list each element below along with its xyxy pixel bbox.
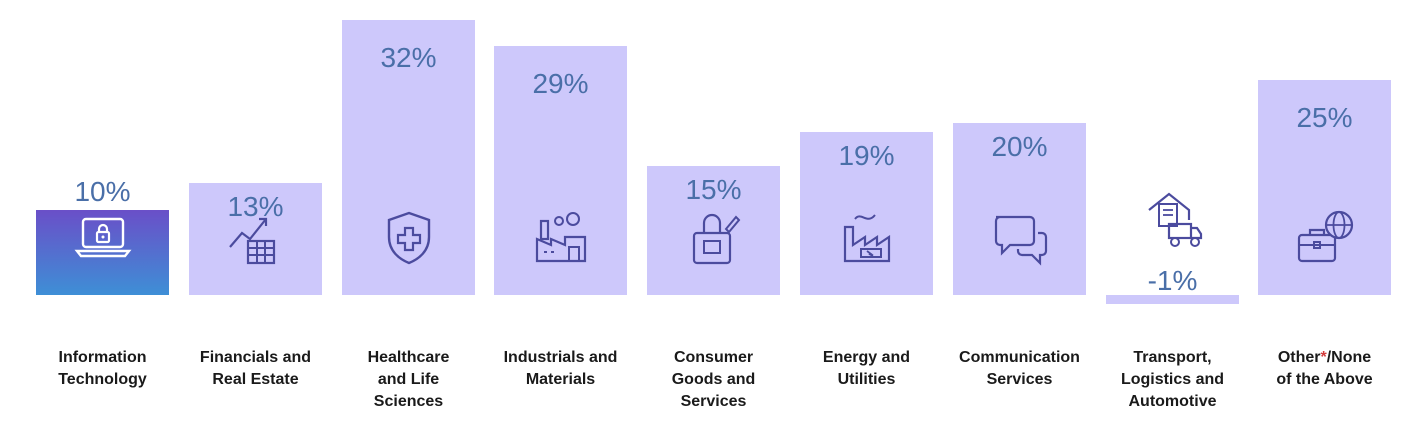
bar-4: [647, 166, 780, 295]
briefcase-globe-icon: [1295, 207, 1355, 267]
shopping-bag-icon: [684, 207, 744, 267]
category-label-1: Financials and Real Estate: [199, 349, 312, 388]
value-label-3: 29%: [532, 67, 589, 99]
category-label-5: Energy and Utilities: [822, 349, 911, 388]
bar-1: [189, 183, 322, 295]
chat-bubbles-icon: [990, 207, 1050, 267]
value-label-1: 13%: [227, 191, 284, 223]
category-label-0: Information Technology: [58, 349, 147, 388]
bar-5: [800, 131, 933, 295]
category-label-2: Healthcare and Life Sciences: [367, 349, 450, 410]
value-label-2: 32%: [380, 41, 437, 73]
category-label-6: Communication Services: [959, 349, 1080, 388]
value-label-4: 15%: [685, 174, 742, 205]
bar-7: [1106, 295, 1239, 304]
laptop-lock-icon: [73, 207, 133, 267]
value-label-5: 19%: [838, 139, 895, 171]
category-label-3: Industrials and Materials: [503, 349, 618, 388]
bar-3: [494, 45, 627, 295]
bar-6: [953, 123, 1086, 295]
energy-factory-icon: [837, 207, 897, 267]
medical-shield-icon: [379, 207, 439, 267]
category-label-4: Consumer Goods and Services: [671, 349, 756, 410]
category-label-7: Transport, Logistics and Automotive: [1120, 349, 1225, 410]
value-label-6: 20%: [991, 131, 1048, 162]
value-label-8: 25%: [1296, 102, 1353, 133]
growth-chart-icon: [226, 207, 286, 267]
value-label-0: 10%: [74, 176, 131, 207]
delivery-truck-icon: [1143, 190, 1203, 250]
bar-8: [1258, 80, 1391, 295]
value-label-7: -1%: [1147, 265, 1198, 296]
factory-icon: [531, 207, 591, 267]
category-label-8: Other*/None of the Above: [1276, 349, 1373, 388]
